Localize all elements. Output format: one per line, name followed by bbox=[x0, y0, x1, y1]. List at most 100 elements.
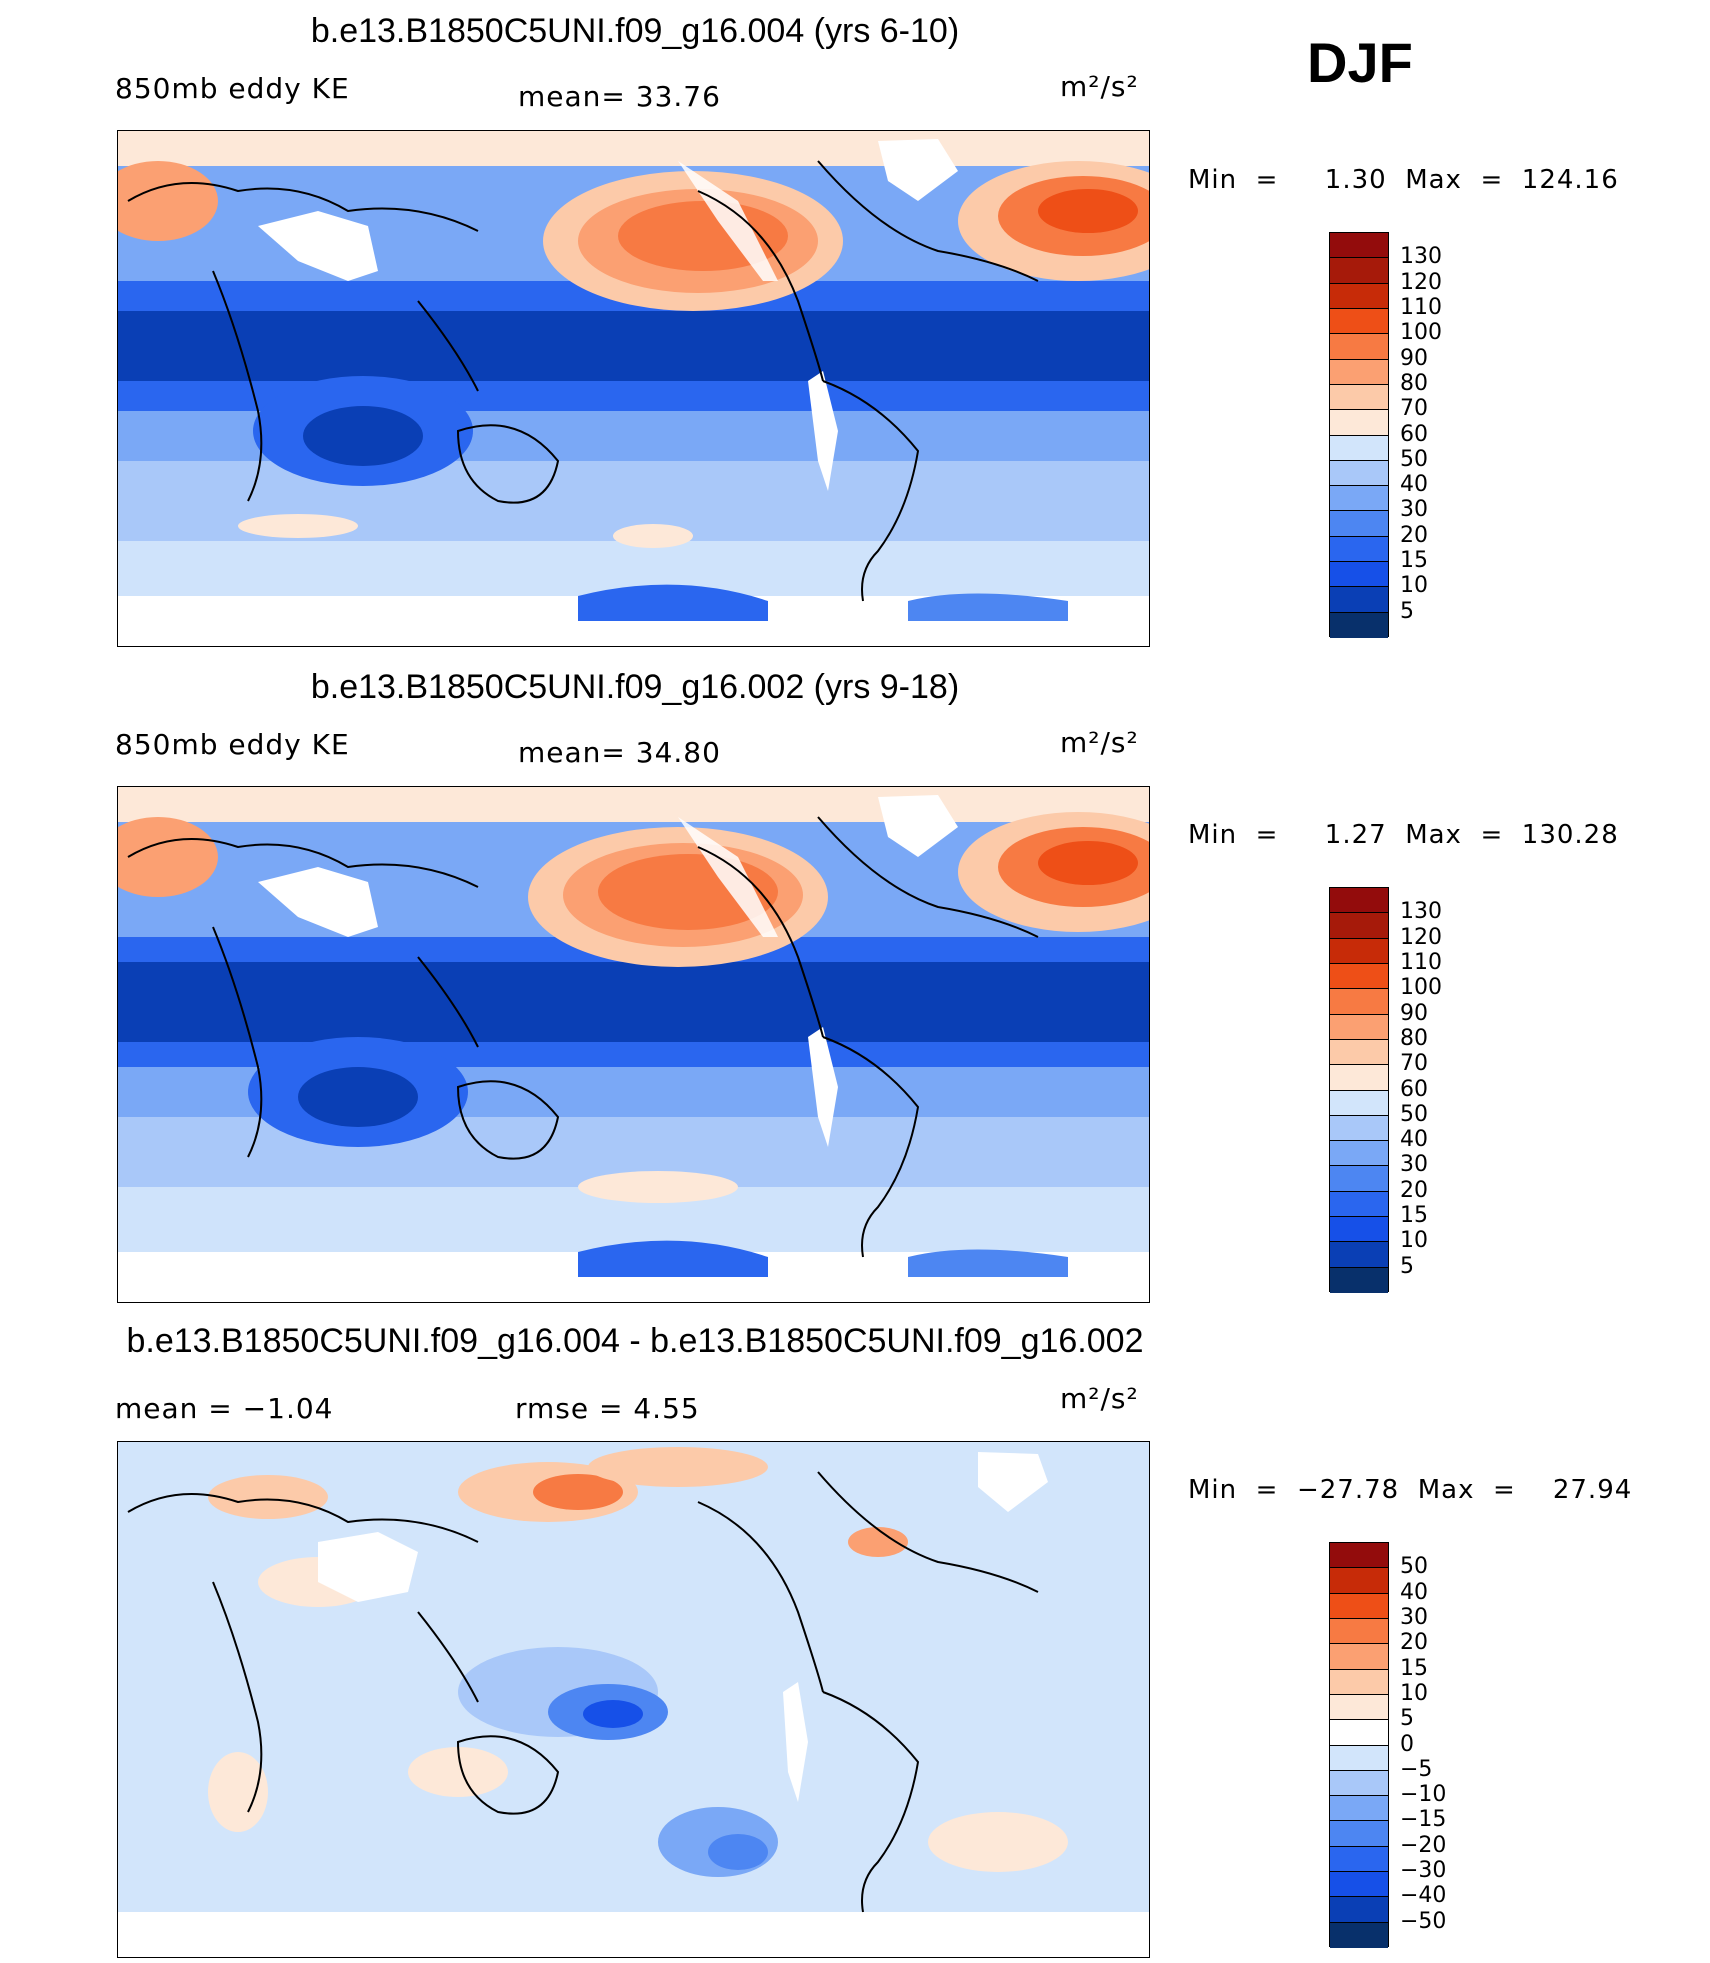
colorbar-swatch bbox=[1330, 536, 1388, 563]
colorbar-tick-label: 50 bbox=[1400, 1554, 1428, 1580]
colorbar-swatch bbox=[1330, 1141, 1388, 1167]
colorbar-swatch bbox=[1330, 587, 1388, 613]
colorbar-tick-label: 70 bbox=[1400, 1051, 1428, 1077]
colorbar-swatch bbox=[1330, 913, 1388, 939]
colorbar-tick-label: 110 bbox=[1400, 949, 1442, 975]
colorbar-tick-label: 10 bbox=[1400, 573, 1428, 599]
colorbar-swatch bbox=[1330, 1644, 1388, 1670]
panel-1-min-max: Min = 1.30 Max = 124.16 bbox=[1188, 165, 1619, 195]
colorbar-swatch bbox=[1330, 435, 1388, 461]
colorbar-tick-label: 90 bbox=[1400, 345, 1428, 371]
panel-1-colorbar-labels: 130 120 110 100 90 80 70 60 50 40 30 20 15 10 5 bbox=[1400, 232, 1520, 637]
colorbar-tick-label: 50 bbox=[1400, 446, 1428, 472]
colorbar-swatch bbox=[1330, 612, 1388, 638]
panel-2-units: m²/s² bbox=[1060, 726, 1139, 759]
colorbar-swatch bbox=[1330, 1922, 1388, 1948]
colorbar-swatch bbox=[1330, 511, 1388, 537]
colorbar-swatch bbox=[1330, 233, 1388, 259]
panel-2-map bbox=[117, 786, 1150, 1303]
colorbar-swatch bbox=[1330, 1796, 1388, 1822]
colorbar-tick-label: 60 bbox=[1400, 421, 1428, 447]
colorbar-tick-label: −15 bbox=[1400, 1807, 1447, 1833]
panel-3-colorbar bbox=[1329, 1542, 1389, 1948]
panel-1-map bbox=[117, 130, 1150, 647]
colorbar-swatch bbox=[1330, 1745, 1388, 1771]
colorbar-tick-label: 70 bbox=[1400, 396, 1428, 422]
colorbar-swatch bbox=[1330, 1669, 1388, 1695]
colorbar-swatch bbox=[1330, 1846, 1388, 1873]
panel-1-colorbar bbox=[1329, 232, 1389, 638]
colorbar-swatch bbox=[1330, 460, 1388, 487]
colorbar-swatch bbox=[1330, 258, 1388, 284]
colorbar-swatch bbox=[1330, 1568, 1388, 1594]
colorbar-tick-label: 15 bbox=[1400, 548, 1428, 574]
colorbar-tick-label: 40 bbox=[1400, 1579, 1428, 1605]
panel-1-mean-label: mean= 33.76 bbox=[518, 80, 721, 113]
colorbar-tick-label: 5 bbox=[1400, 598, 1414, 624]
colorbar-tick-label: 20 bbox=[1400, 1630, 1428, 1656]
panel-2-variable-label: 850mb eddy KE bbox=[115, 728, 350, 761]
colorbar-tick-label: 0 bbox=[1400, 1731, 1414, 1757]
panel-3-min-max: Min = −27.78 Max = 27.94 bbox=[1188, 1475, 1633, 1505]
panel-2-mean-label: mean= 34.80 bbox=[518, 736, 721, 769]
colorbar-swatch bbox=[1330, 359, 1388, 385]
colorbar-tick-label: 60 bbox=[1400, 1076, 1428, 1102]
season-label: DJF bbox=[1307, 31, 1413, 94]
colorbar-swatch bbox=[1330, 888, 1388, 914]
colorbar-tick-label: 110 bbox=[1400, 294, 1442, 320]
colorbar-tick-label: 15 bbox=[1400, 1203, 1428, 1229]
colorbar-swatch bbox=[1330, 1166, 1388, 1192]
colorbar-swatch bbox=[1330, 334, 1388, 360]
colorbar-tick-label: 80 bbox=[1400, 1025, 1428, 1051]
colorbar-tick-label: 100 bbox=[1400, 320, 1442, 346]
colorbar-swatch bbox=[1330, 1242, 1388, 1268]
colorbar-swatch bbox=[1330, 1593, 1388, 1619]
colorbar-tick-label: 120 bbox=[1400, 924, 1442, 950]
panel-1-units: m²/s² bbox=[1060, 70, 1139, 103]
colorbar-swatch bbox=[1330, 410, 1388, 436]
panel-3-mean-label: mean = −1.04 bbox=[115, 1392, 334, 1425]
colorbar-swatch bbox=[1330, 1090, 1388, 1116]
colorbar-tick-label: 20 bbox=[1400, 522, 1428, 548]
colorbar-tick-label: −40 bbox=[1400, 1883, 1447, 1909]
colorbar-swatch bbox=[1330, 1770, 1388, 1797]
colorbar-tick-label: 10 bbox=[1400, 1228, 1428, 1254]
colorbar-swatch bbox=[1330, 1872, 1388, 1898]
colorbar-swatch bbox=[1330, 562, 1388, 588]
colorbar-tick-label: −5 bbox=[1400, 1756, 1433, 1782]
panel-3-map bbox=[117, 1441, 1150, 1958]
colorbar-swatch bbox=[1330, 1217, 1388, 1243]
colorbar-swatch bbox=[1330, 308, 1388, 335]
colorbar-tick-label: −10 bbox=[1400, 1782, 1447, 1808]
panel-3-title: b.e13.B1850C5UNI.f09_g16.004 - b.e13.B18… bbox=[126, 1322, 1144, 1360]
panel-2-colorbar bbox=[1329, 887, 1389, 1293]
panel-1-title: b.e13.B1850C5UNI.f09_g16.004 (yrs 6-10) bbox=[310, 12, 960, 50]
colorbar-tick-label: 5 bbox=[1400, 1253, 1414, 1279]
colorbar-swatch bbox=[1330, 1267, 1388, 1293]
colorbar-swatch bbox=[1330, 1618, 1388, 1645]
colorbar-tick-label: 15 bbox=[1400, 1655, 1428, 1681]
colorbar-swatch bbox=[1330, 1821, 1388, 1847]
colorbar-swatch bbox=[1330, 384, 1388, 411]
colorbar-swatch bbox=[1330, 989, 1388, 1015]
colorbar-tick-label: 130 bbox=[1400, 244, 1442, 270]
panel-3-units: m²/s² bbox=[1060, 1382, 1139, 1415]
colorbar-tick-label: 5 bbox=[1400, 1706, 1414, 1732]
panel-3-colorbar-labels: 50 40 30 20 15 10 5 0 −5 −10 −15 −20 −30 −40 −50 bbox=[1400, 1542, 1520, 1947]
panel-2-min-max: Min = 1.27 Max = 130.28 bbox=[1188, 820, 1619, 850]
colorbar-swatch bbox=[1330, 938, 1388, 964]
colorbar-swatch bbox=[1330, 1897, 1388, 1923]
colorbar-swatch bbox=[1330, 1115, 1388, 1142]
colorbar-tick-label: 20 bbox=[1400, 1177, 1428, 1203]
colorbar-tick-label: −30 bbox=[1400, 1858, 1447, 1884]
colorbar-swatch bbox=[1330, 1191, 1388, 1218]
colorbar-swatch bbox=[1330, 283, 1388, 309]
colorbar-swatch bbox=[1330, 1014, 1388, 1040]
colorbar-tick-label: −50 bbox=[1400, 1908, 1447, 1934]
colorbar-tick-label: 50 bbox=[1400, 1101, 1428, 1127]
panel-3-rmse-label: rmse = 4.55 bbox=[515, 1392, 700, 1425]
colorbar-tick-label: 30 bbox=[1400, 497, 1428, 523]
panel-2-title: b.e13.B1850C5UNI.f09_g16.002 (yrs 9-18) bbox=[310, 668, 960, 706]
colorbar-swatch bbox=[1330, 1720, 1388, 1746]
colorbar-tick-label: 10 bbox=[1400, 1680, 1428, 1706]
